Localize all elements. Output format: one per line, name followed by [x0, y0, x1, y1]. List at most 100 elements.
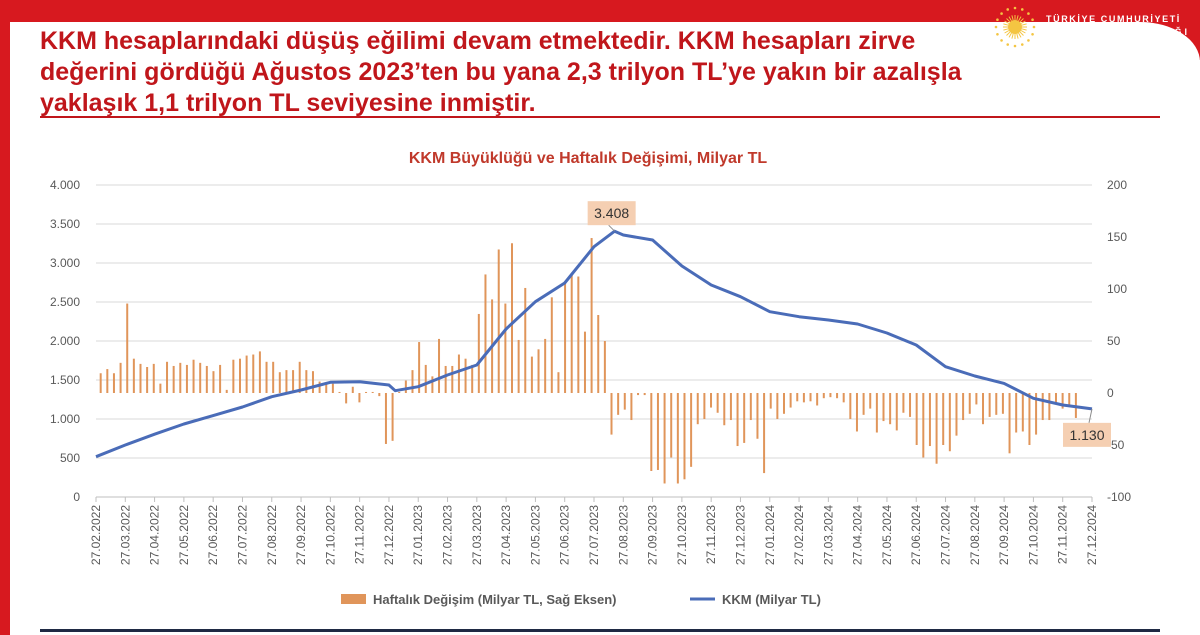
x-axis-tick-label: 27.01.2023: [411, 505, 425, 565]
weekly-change-bar: [935, 393, 938, 464]
weekly-change-bars: [99, 238, 1077, 484]
seal-star: [1032, 25, 1036, 29]
seal-ray: [1018, 32, 1022, 38]
right-axis-tick-label: 100: [1107, 282, 1127, 296]
weekly-change-bar: [729, 393, 732, 421]
seal-ray: [1004, 30, 1010, 34]
weekly-change-bar: [557, 372, 560, 393]
weekly-change-bar: [305, 370, 308, 393]
annotations: 3.408 1.130: [587, 201, 1111, 447]
x-axis-tick-label: 27.05.2024: [880, 505, 894, 565]
weekly-change-bar: [199, 362, 202, 393]
weekly-change-bar: [139, 363, 142, 393]
weekly-change-bar: [763, 393, 766, 474]
slide-headline: KKM hesaplarındaki düşüş eğilimi devam e…: [40, 26, 1040, 119]
weekly-change-bar: [298, 361, 301, 393]
brand-block: TÜRKİYE CUMHURİYETİ CUMHURBAŞKANLIĞI CUM…: [992, 4, 1200, 50]
weekly-change-bar: [365, 391, 368, 393]
weekly-change-bar: [623, 393, 626, 410]
presidential-seal-icon: [994, 6, 1036, 48]
weekly-change-bar: [643, 393, 646, 396]
weekly-change-bar: [829, 393, 832, 398]
annotation-leader: [608, 224, 616, 232]
x-axis-tick-label: 27.10.2024: [1026, 505, 1040, 565]
weekly-change-bar: [477, 313, 480, 393]
weekly-change-bar: [955, 393, 958, 436]
weekly-change-bar: [630, 393, 633, 421]
x-axis-tick-label: 27.04.2022: [148, 505, 162, 565]
weekly-change-bar: [663, 393, 666, 484]
weekly-change-bar: [895, 393, 898, 431]
weekly-change-bar: [723, 393, 726, 426]
weekly-change-bar: [922, 393, 925, 458]
weekly-change-bar: [822, 393, 825, 399]
left-axis-tick-label: 500: [60, 451, 80, 465]
weekly-change-bar: [789, 393, 792, 408]
weekly-change-bar: [258, 351, 261, 393]
weekly-change-bar: [325, 383, 328, 393]
weekly-change-bar: [869, 393, 872, 409]
weekly-change-bar: [1035, 393, 1038, 435]
weekly-change-bar: [338, 391, 341, 393]
weekly-change-bar: [219, 364, 222, 393]
right-axis-tick-label: 50: [1107, 334, 1121, 348]
seal-ray: [1021, 28, 1027, 31]
weekly-change-bar: [192, 359, 195, 393]
weekly-change-bar: [637, 393, 640, 396]
weekly-change-bar: [583, 331, 586, 393]
weekly-change-bar: [106, 369, 109, 393]
right-axis-tick-label: 0: [1107, 386, 1114, 400]
seal-ray: [1020, 30, 1026, 34]
weekly-change-bar: [928, 393, 931, 447]
seal-ray: [1011, 33, 1014, 39]
weekly-change-bar: [816, 393, 819, 406]
weekly-change-bar: [842, 393, 845, 403]
weekly-change-bar: [1001, 393, 1004, 414]
x-axis-tick-label: 27.03.2024: [821, 505, 835, 565]
weekly-change-bar: [444, 365, 447, 393]
weekly-change-bar: [696, 393, 699, 425]
weekly-change-bar: [1015, 393, 1018, 433]
headline-line-3: yaklaşık 1,1 trilyon TL seviyesine inmiş…: [40, 89, 536, 117]
x-axis-tick-label: 27.01.2024: [763, 505, 777, 565]
weekly-change-bar: [915, 393, 918, 445]
right-axis-tick-label: -100: [1107, 490, 1131, 504]
weekly-change-bar: [968, 393, 971, 414]
weekly-change-bar: [703, 393, 706, 419]
weekly-change-bar: [975, 393, 978, 405]
x-axis-tick-label: 27.06.2023: [558, 505, 572, 565]
weekly-change-bar: [185, 364, 188, 393]
seal-ray: [1008, 16, 1012, 22]
weekly-change-bar: [318, 381, 321, 393]
weekly-change-bar: [836, 393, 839, 399]
seal-ray: [1008, 32, 1012, 38]
x-axis-tick-label: 27.07.2023: [587, 505, 601, 565]
annotation-leader: [1088, 408, 1093, 423]
weekly-change-bar: [690, 393, 693, 467]
brand-line-3: CUMHURBAŞKANI YARDIMCILIĞI: [1046, 41, 1156, 48]
weekly-change-bar: [126, 303, 129, 393]
left-axis-tick-label: 1.500: [50, 373, 80, 387]
weekly-change-bar: [384, 393, 387, 444]
x-axis-tick-label: 27.03.2022: [118, 505, 132, 565]
seal-star: [1027, 39, 1030, 42]
seal-star: [1027, 12, 1030, 15]
seal-ray: [1020, 20, 1026, 24]
seal-star: [996, 32, 999, 36]
weekly-change-bar: [351, 386, 354, 393]
seal-star: [994, 25, 998, 29]
weekly-change-bar: [570, 273, 573, 393]
weekly-change-bar: [471, 364, 474, 393]
left-axis-tick-label: 1.000: [50, 412, 80, 426]
seal-ray: [1011, 15, 1014, 21]
weekly-change-bar: [1048, 393, 1051, 421]
x-axis-tick-label: 27.07.2022: [235, 505, 249, 565]
weekly-change-bar: [205, 365, 208, 393]
weekly-change-bar: [119, 362, 122, 393]
weekly-change-bar: [358, 393, 361, 403]
headline-line-2: değerini gördüğü Ağustos 2023’ten bu yan…: [40, 58, 962, 86]
weekly-change-bar: [311, 371, 314, 393]
seal-ray: [1018, 16, 1022, 22]
weekly-change-bar: [802, 393, 805, 403]
right-axis-tick-label: -50: [1107, 438, 1125, 452]
